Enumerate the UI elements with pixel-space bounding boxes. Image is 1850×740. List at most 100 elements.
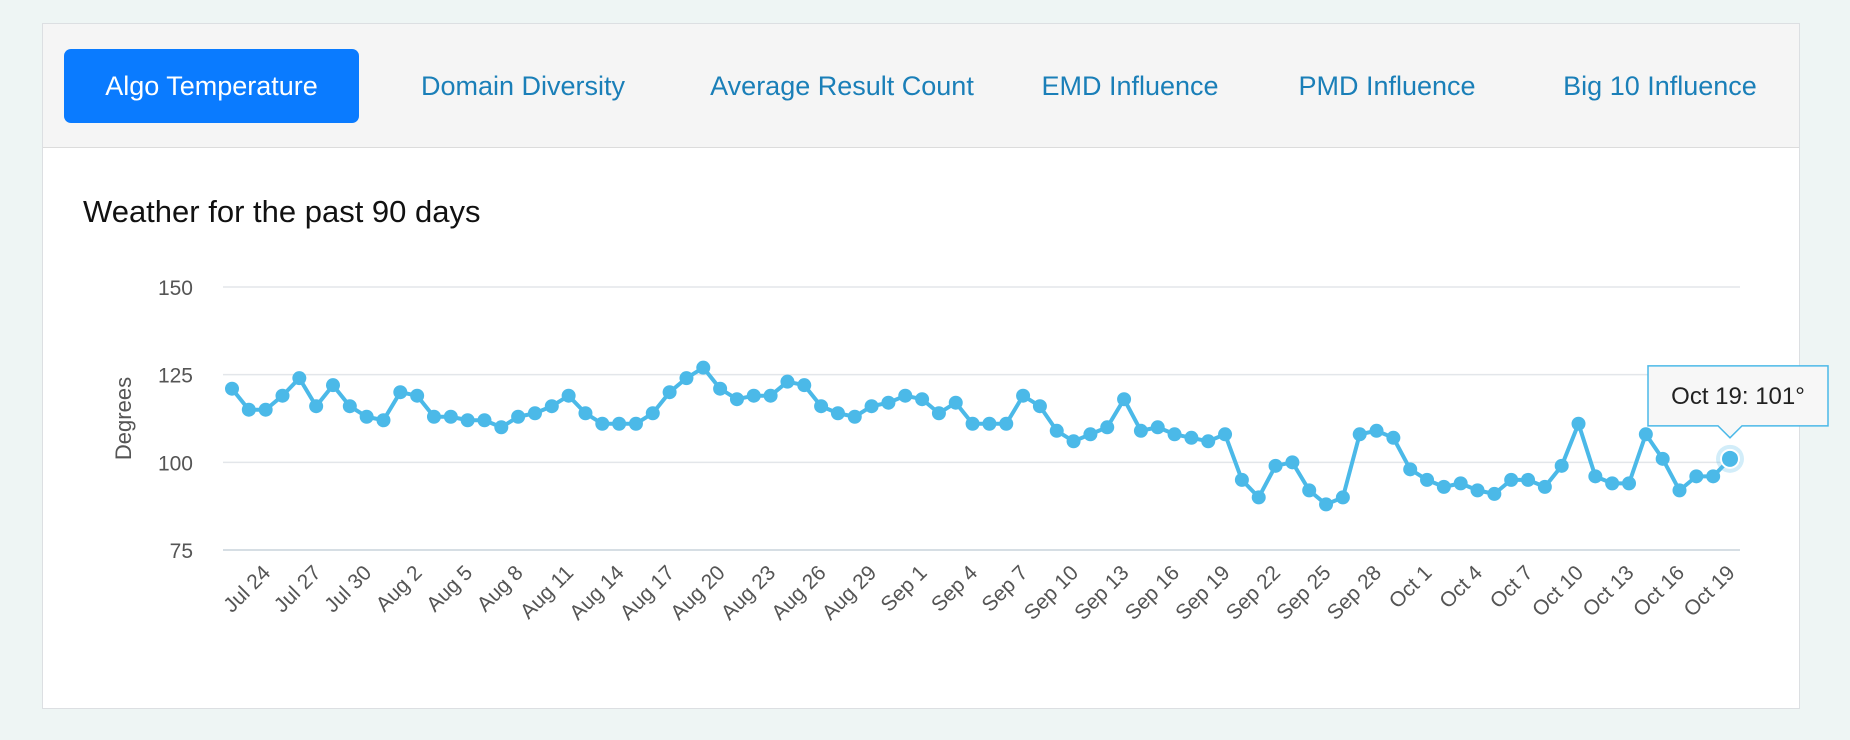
data-point [931, 406, 946, 421]
data-point [1537, 479, 1552, 494]
data-point [628, 416, 643, 431]
data-point [494, 420, 509, 435]
data-point [1100, 420, 1115, 435]
data-point [780, 374, 795, 389]
data-point [1150, 420, 1165, 435]
data-point [426, 409, 441, 424]
x-tick-label: Oct 4 [1435, 561, 1487, 613]
y-axis-label: Degrees [111, 377, 136, 460]
data-point [1369, 423, 1384, 438]
y-tick-label: 125 [158, 365, 193, 388]
x-tick-label: Jul 24 [219, 561, 275, 617]
data-point [1083, 427, 1098, 442]
tab-pmd-influence[interactable]: PMD Influence [1298, 71, 1476, 101]
data-point [1352, 427, 1367, 442]
data-point [1133, 423, 1148, 438]
data-point [965, 416, 980, 431]
data-point [578, 406, 593, 421]
x-tick-label: Aug 17 [616, 561, 679, 624]
chart-title: Weather for the past 90 days [83, 194, 481, 229]
data-point [292, 371, 307, 386]
data-point [376, 413, 391, 428]
data-point [1319, 497, 1334, 512]
data-point [814, 399, 829, 414]
data-point [1689, 469, 1704, 484]
tab-average-result-count[interactable]: Average Result Count [710, 71, 974, 101]
tab-big-10-influence[interactable]: Big 10 Influence [1563, 71, 1757, 101]
data-point [763, 388, 778, 403]
data-point [1436, 479, 1451, 494]
data-point [359, 409, 374, 424]
x-tick-label: Sep 10 [1020, 561, 1083, 624]
data-point [1335, 490, 1350, 505]
data-point [1554, 458, 1569, 473]
data-point [1201, 434, 1216, 449]
data-point [1605, 476, 1620, 491]
data-point [948, 395, 963, 410]
y-tick-label: 75 [170, 540, 193, 563]
data-point [679, 371, 694, 386]
tab-emd-influence[interactable]: EMD Influence [1041, 71, 1219, 101]
data-point [342, 399, 357, 414]
data-point [544, 399, 559, 414]
chart-panel: Algo Temperature Domain Diversity Averag… [42, 23, 1800, 709]
x-tick-label: Aug 20 [666, 561, 729, 624]
data-point [1672, 483, 1687, 498]
data-point [511, 409, 526, 424]
x-tick-label: Aug 5 [422, 561, 477, 616]
x-tick-label: Sep 28 [1323, 561, 1386, 624]
data-point [1571, 416, 1586, 431]
x-tick-label: Sep 25 [1272, 561, 1335, 624]
data-point [696, 360, 711, 375]
data-point [460, 413, 475, 428]
data-point [561, 388, 576, 403]
data-point [830, 406, 845, 421]
data-point [1638, 427, 1653, 442]
highlight-point [1720, 448, 1740, 469]
data-point [881, 395, 896, 410]
data-point [797, 378, 812, 393]
data-point [410, 388, 425, 403]
data-point [746, 388, 761, 403]
x-tick-label: Sep 1 [877, 561, 932, 616]
data-point [1403, 462, 1418, 477]
tab-algo-temperature[interactable]: Algo Temperature [64, 49, 359, 123]
data-point [309, 399, 324, 414]
data-point [1066, 434, 1081, 449]
data-point [1234, 472, 1249, 487]
data-point [1588, 469, 1603, 484]
y-tick-label: 150 [158, 277, 193, 300]
tooltip-label: Oct 19: 101° [1671, 383, 1805, 410]
tab-bar: Algo Temperature Domain Diversity Averag… [43, 24, 1799, 148]
data-point [275, 388, 290, 403]
data-point [1453, 476, 1468, 491]
x-tick-label: Sep 13 [1070, 561, 1133, 624]
data-point [477, 413, 492, 428]
x-tick-label: Aug 29 [818, 561, 881, 624]
x-tick-label: Jul 27 [270, 561, 326, 617]
data-point [595, 416, 610, 431]
tab-domain-diversity[interactable]: Domain Diversity [420, 71, 626, 101]
data-point [325, 378, 340, 393]
data-point [1016, 388, 1031, 403]
data-point [864, 399, 879, 414]
data-point [1521, 472, 1536, 487]
x-tick-label: Sep 19 [1171, 561, 1234, 624]
x-tick-label: Aug 2 [372, 561, 427, 616]
data-point [527, 406, 542, 421]
tooltip-box [1647, 365, 1829, 439]
data-point [999, 416, 1014, 431]
data-point [1504, 472, 1519, 487]
data-point [1487, 486, 1502, 501]
x-tick-label: Oct 10 [1528, 561, 1588, 621]
data-point [258, 402, 273, 417]
x-tick-label: Aug 11 [516, 561, 578, 623]
x-tick-label: Sep 16 [1121, 561, 1184, 624]
x-tick-label: Oct 1 [1385, 561, 1437, 613]
data-point [847, 409, 862, 424]
data-point [1706, 469, 1721, 484]
x-tick-label: Jul 30 [320, 561, 376, 617]
data-point [443, 409, 458, 424]
data-point [1655, 451, 1670, 466]
